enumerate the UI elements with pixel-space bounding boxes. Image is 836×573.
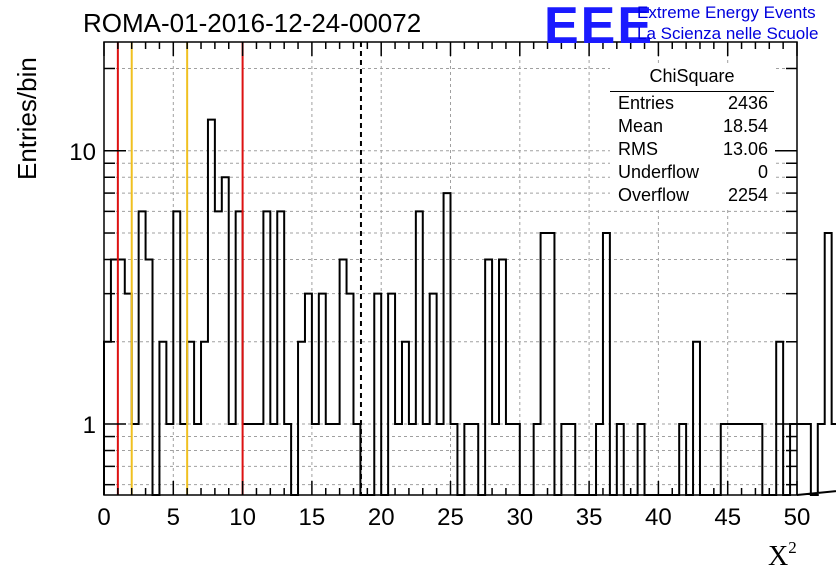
- histogram-bin: [111, 260, 118, 495]
- histogram-bin: [416, 211, 423, 495]
- histogram-bin: [499, 260, 506, 495]
- x-tick-label: 15: [299, 504, 326, 531]
- y-ticks: 1 10: [69, 67, 797, 486]
- stats-key: Mean: [618, 116, 664, 136]
- y-tick-label: 1: [83, 412, 96, 439]
- x-axis-label: X2: [768, 538, 797, 573]
- histogram-bin: [104, 342, 111, 495]
- histogram-bin: [797, 424, 804, 495]
- histogram-bin: [298, 342, 305, 495]
- x-tick-label: 0: [97, 504, 110, 531]
- x-tick-label: 30: [506, 504, 533, 531]
- stats-key: RMS: [618, 139, 658, 159]
- histogram-bin: [485, 260, 492, 495]
- histogram-bin: [444, 193, 451, 495]
- histogram-bin: [305, 294, 312, 495]
- histogram-bin: [236, 211, 243, 495]
- stats-row-overflow: Overflow 2254: [618, 185, 768, 208]
- x-tick-label: 45: [714, 504, 741, 531]
- histogram-bin: [541, 233, 548, 495]
- histogram-bin: [139, 211, 146, 495]
- histogram-bin: [159, 342, 166, 495]
- y-tick-label: 10: [69, 139, 96, 166]
- stats-value: 2436: [727, 93, 768, 113]
- stats-divider: [610, 91, 774, 92]
- histogram-bin: [548, 233, 555, 495]
- eee-logo: EEE: [544, 0, 655, 55]
- histogram-bin: [347, 294, 354, 495]
- y-axis-label: Entries/bin: [12, 57, 42, 180]
- x-tick-label: 35: [576, 504, 603, 531]
- histogram-bin: [430, 294, 437, 495]
- logo-subtitle-1: Extreme Energy Events: [637, 3, 816, 22]
- histogram-bin: [215, 211, 222, 495]
- histogram-bin: [693, 342, 700, 495]
- logo-subtitle-2: La Scienza nelle Scuole: [637, 24, 819, 43]
- stats-key: Overflow: [618, 185, 690, 205]
- histogram-bin: [825, 233, 832, 495]
- stats-name: ChiSquare: [649, 66, 735, 86]
- stats-key: Entries: [618, 93, 675, 113]
- stats-key: Underflow: [618, 162, 700, 182]
- histogram-bin: [319, 294, 326, 495]
- histogram-bin: [187, 342, 194, 495]
- histogram-bin: [277, 211, 284, 495]
- histogram-bin: [118, 260, 125, 495]
- stats-value: 13.06: [722, 139, 768, 159]
- histogram-bin: [208, 120, 215, 495]
- histogram-bin: [818, 424, 825, 495]
- histogram-bin: [776, 342, 783, 495]
- x-tick-label: 50: [784, 504, 811, 531]
- histogram-bin: [340, 260, 347, 495]
- x-ticks: 0 5 10 15 20 25 30 35 40 45 50: [97, 42, 810, 531]
- histogram-bin: [402, 342, 409, 495]
- x-tick-label: 25: [437, 504, 464, 531]
- x-axis-label-base: X: [768, 541, 789, 572]
- x-tick-label: 10: [229, 504, 256, 531]
- stats-row-entries: Entries 2436: [618, 93, 768, 116]
- x-tick-label: 5: [167, 504, 180, 531]
- stats-row-rms: RMS 13.06: [618, 139, 768, 162]
- x-tick-label: 20: [368, 504, 395, 531]
- stats-value: 2254: [727, 185, 768, 205]
- histogram-bin: [173, 211, 180, 495]
- stats-value: 18.54: [722, 116, 768, 136]
- x-tick-label: 40: [645, 504, 672, 531]
- histogram-bin: [804, 424, 811, 495]
- stats-box: ChiSquare Entries 2436 Mean 18.54 RMS 13…: [610, 66, 774, 208]
- histogram-bin: [146, 260, 153, 495]
- histogram-bin: [263, 211, 270, 495]
- stats-row-underflow: Underflow 0: [618, 162, 768, 185]
- histogram-bin: [125, 294, 132, 495]
- vertical-markers: [116, 42, 362, 495]
- histogram-bin: [201, 342, 208, 495]
- x-axis-label-superscript: 2: [788, 538, 797, 557]
- stats-row-mean: Mean 18.54: [618, 116, 768, 139]
- histogram-bin: [374, 294, 381, 495]
- stats-value: 0: [757, 162, 768, 182]
- histogram-bin: [222, 177, 229, 495]
- run-title: ROMA-01-2016-12-24-00072: [83, 8, 422, 38]
- histogram-bin: [832, 424, 836, 495]
- histogram-bin: [388, 294, 395, 495]
- histogram-bin: [603, 233, 610, 495]
